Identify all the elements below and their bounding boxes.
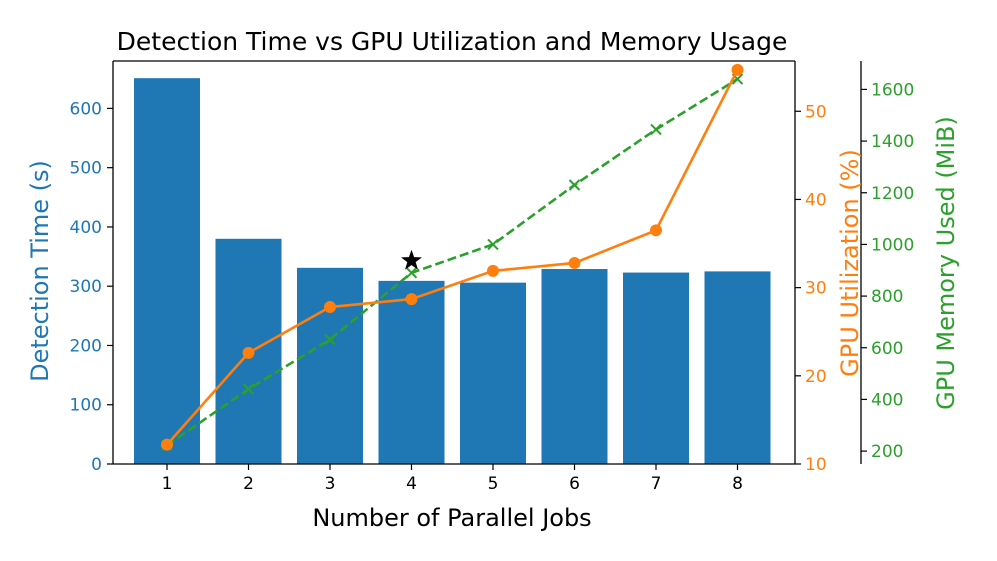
bar-jobs-8: [704, 271, 771, 464]
axes-layer: 1 2 3 4 5 6 7 8 0 100 200 300 400 500 600 10 20 30 40 50 200…: [70, 60, 914, 494]
memory-point-4: [405, 267, 418, 279]
x-axis-label: Number of Parallel Jobs: [312, 504, 591, 532]
gpu-util-point-7: [650, 224, 662, 237]
y-right-outer-tick-label: 400: [871, 390, 903, 410]
y-right-outer-tick-label: 1400: [871, 132, 914, 152]
gpu-util-line: [166, 69, 739, 446]
bar-jobs-1: [134, 78, 200, 464]
memory-point-2: [242, 383, 255, 395]
annotation-layer: [401, 249, 422, 270]
bars-layer: [134, 78, 771, 464]
y-left-tick-label: 600: [70, 99, 102, 119]
x-tick-label: 8: [732, 474, 743, 494]
gpu-util-point-5: [487, 264, 499, 277]
gpu-util-point-2: [242, 346, 255, 359]
x-tick-label: 3: [325, 474, 336, 494]
y-axis-right-outer-label: GPU Memory Used (MiB): [932, 116, 960, 410]
y-right-outer-tick-label: 200: [871, 442, 903, 462]
memory-line: [166, 77, 739, 447]
bar-jobs-5: [460, 282, 526, 464]
memory-point-3: [324, 333, 336, 346]
gpu-util-point-4: [405, 293, 418, 306]
y-right-tick-label: 30: [805, 279, 827, 299]
x-tick-label: 4: [406, 474, 417, 494]
gpu-util-point-1: [161, 438, 173, 451]
y-right-outer-tick-label: 1000: [871, 235, 914, 255]
x-tick-label: 1: [162, 474, 173, 494]
y-left-tick-label: 0: [91, 455, 102, 475]
memory-point-5: [487, 238, 499, 251]
star-marker: [401, 249, 422, 270]
y-left-tick-label: 300: [70, 277, 102, 297]
y-right-outer-tick-label: 1200: [871, 184, 914, 204]
bar-jobs-7: [623, 272, 689, 464]
memory-point-7: [650, 123, 662, 136]
y-axis-left-label: Detection Time (s): [26, 160, 54, 382]
y-right-tick-label: 10: [805, 455, 827, 475]
y-right-tick-label: 20: [805, 367, 827, 387]
y-right-outer-tick-label: 1600: [871, 80, 914, 100]
y-left-tick-label: 500: [70, 159, 102, 179]
chart-title: Detection Time vs GPU Utilization and Me…: [117, 27, 788, 56]
y-left-tick-label: 400: [70, 218, 102, 238]
x-tick-label: 2: [243, 474, 254, 494]
y-right-outer-tick-label: 600: [871, 339, 903, 359]
gpu-util-point-8: [731, 63, 744, 76]
x-tick-label: 7: [651, 474, 662, 494]
bar-jobs-3: [297, 267, 363, 464]
y-right-outer-tick-label: 800: [871, 287, 903, 307]
x-tick-label: 6: [569, 474, 580, 494]
y-left-tick-label: 100: [70, 396, 102, 416]
y-right-tick-label: 40: [805, 190, 827, 210]
bar-jobs-4: [378, 280, 445, 464]
x-tick-label: 5: [488, 474, 499, 494]
gpu-util-point-3: [324, 301, 336, 314]
lines-layer: [161, 63, 744, 452]
gpu-util-point-6: [568, 256, 581, 269]
y-left-tick-label: 200: [70, 336, 102, 356]
y-axis-right-label: GPU Utilization (%): [836, 149, 864, 377]
y-right-tick-label: 50: [805, 102, 827, 122]
bar-jobs-6: [541, 269, 608, 464]
memory-point-6: [568, 179, 581, 191]
